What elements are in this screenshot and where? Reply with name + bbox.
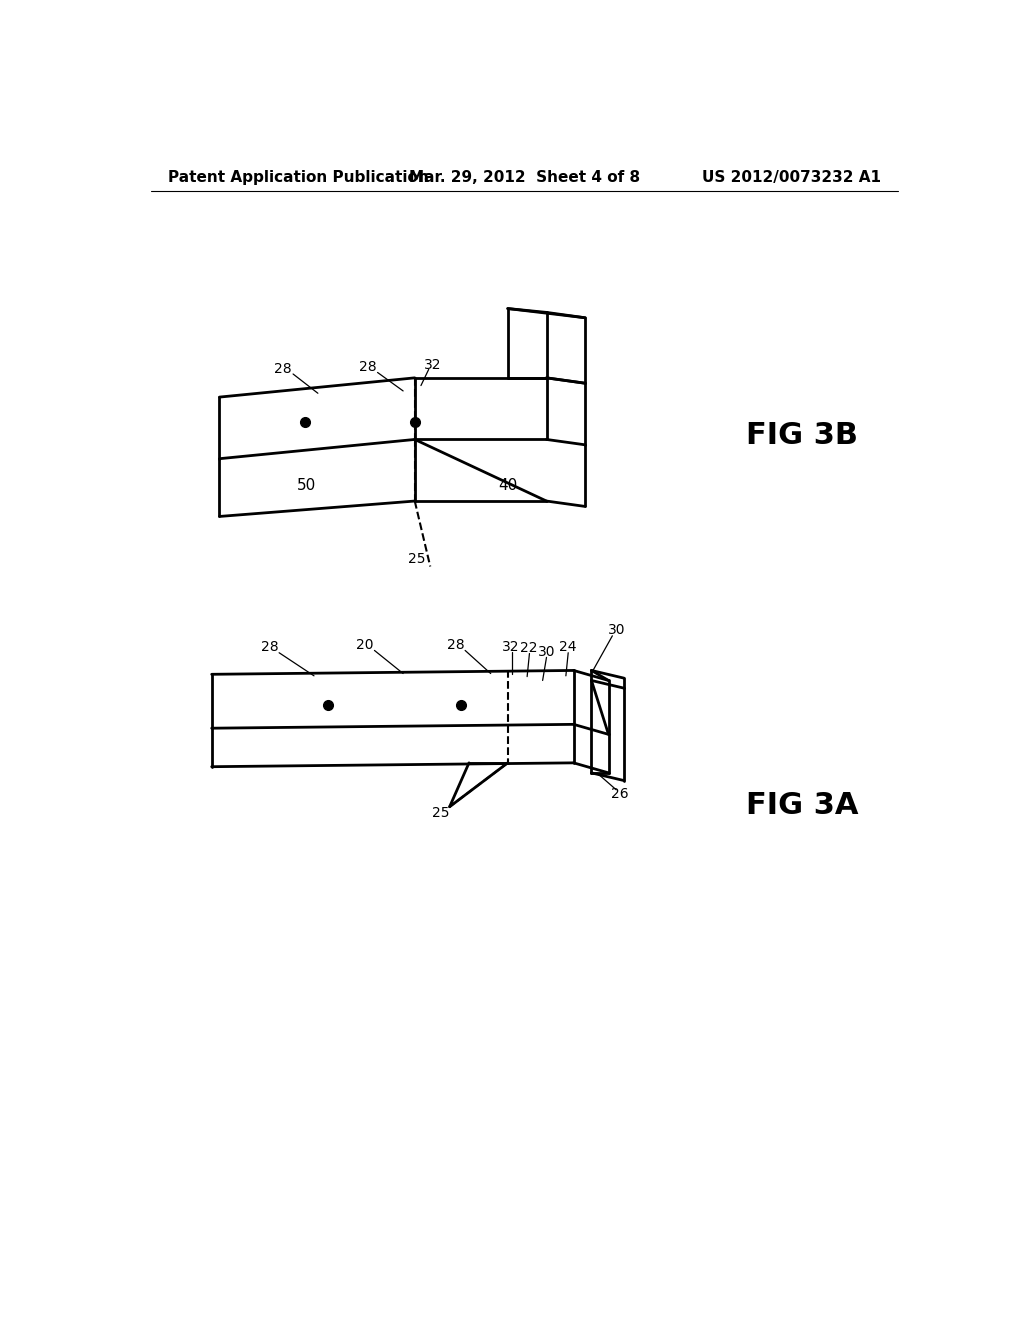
Text: FIG 3B: FIG 3B xyxy=(746,421,858,450)
Text: 30: 30 xyxy=(607,623,625,638)
Text: 30: 30 xyxy=(538,645,555,659)
Text: Patent Application Publication: Patent Application Publication xyxy=(168,170,429,185)
Text: Mar. 29, 2012  Sheet 4 of 8: Mar. 29, 2012 Sheet 4 of 8 xyxy=(410,170,640,185)
Text: 28: 28 xyxy=(261,640,279,655)
Text: 40: 40 xyxy=(498,478,517,494)
Text: 32: 32 xyxy=(424,358,441,372)
Text: 24: 24 xyxy=(559,640,577,655)
Text: 28: 28 xyxy=(359,360,377,374)
Text: US 2012/0073232 A1: US 2012/0073232 A1 xyxy=(702,170,882,185)
Text: 28: 28 xyxy=(274,362,292,376)
Text: 32: 32 xyxy=(502,640,519,653)
Text: 20: 20 xyxy=(356,638,374,652)
Text: 26: 26 xyxy=(611,787,629,801)
Text: 25: 25 xyxy=(409,552,426,566)
Text: FIG 3A: FIG 3A xyxy=(746,791,858,820)
Text: 50: 50 xyxy=(297,478,315,494)
Text: 22: 22 xyxy=(520,642,538,655)
Text: 28: 28 xyxy=(447,638,465,652)
Text: 25: 25 xyxy=(431,807,450,820)
